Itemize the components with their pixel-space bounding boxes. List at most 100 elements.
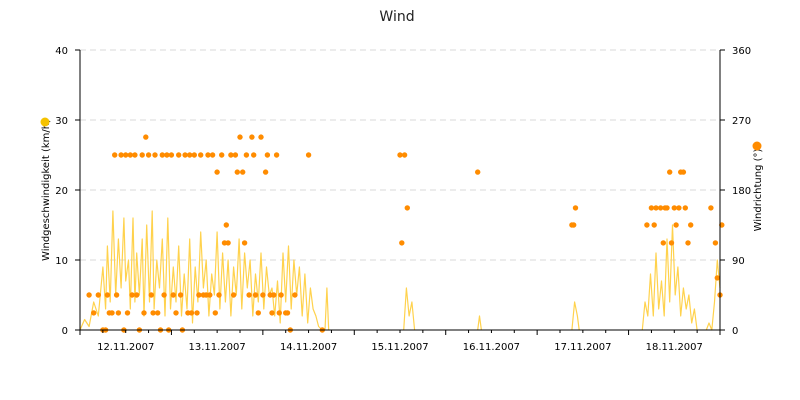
x-tick-label: 13.11.2007 — [189, 342, 246, 353]
direction-point — [141, 310, 147, 316]
direction-point — [397, 152, 403, 158]
left-axis-title: Windgeschwindigkeit (km/h) — [41, 119, 52, 261]
direction-point — [112, 152, 118, 158]
direction-point — [109, 310, 115, 316]
direction-point — [173, 310, 179, 316]
direction-point — [712, 240, 719, 246]
direction-point — [667, 169, 673, 175]
right-tick-label: 180 — [732, 186, 751, 197]
axes: 0 10 20 30 40 0 90 180 270 360 12.11.2007 13.11.200… — [55, 46, 751, 353]
direction-point — [269, 310, 275, 316]
left-tick-label: 40 — [55, 46, 68, 57]
direction-point — [271, 292, 277, 298]
direction-point — [168, 152, 175, 158]
direction-point — [164, 152, 170, 158]
direction-point — [214, 169, 220, 175]
left-tick-label: 10 — [55, 256, 68, 267]
x-tick-label: 18.11.2007 — [646, 342, 703, 353]
direction-point — [161, 292, 167, 298]
direction-point — [657, 205, 664, 211]
right-axis-title: Windrichtung (°) — [753, 149, 764, 232]
direction-point — [145, 152, 152, 158]
direction-point — [264, 152, 271, 158]
direction-point — [196, 292, 202, 298]
direction-point — [216, 292, 222, 298]
speed-series — [79, 210, 721, 331]
direction-point — [685, 240, 691, 246]
direction-point — [207, 292, 213, 298]
direction-series — [86, 134, 725, 333]
direction-point — [651, 222, 657, 228]
direction-point — [671, 205, 677, 211]
direction-point — [205, 152, 211, 158]
direction-point — [91, 310, 97, 316]
direction-point — [305, 152, 312, 158]
right-tick-label: 90 — [732, 256, 745, 267]
direction-point — [688, 222, 694, 228]
left-tick-label: 0 — [62, 326, 68, 337]
direction-point — [237, 134, 243, 140]
grid-lines — [80, 49, 720, 261]
direction-point — [182, 152, 188, 158]
direction-point — [240, 169, 246, 175]
direction-point — [571, 222, 577, 228]
direction-point — [246, 292, 252, 298]
x-tick-label: 17.11.2007 — [554, 342, 611, 353]
direction-point — [86, 292, 92, 298]
x-tick-label: 14.11.2007 — [280, 342, 337, 353]
direction-point — [230, 292, 237, 298]
direction-point — [399, 240, 405, 246]
direction-point — [159, 152, 165, 158]
direction-point — [198, 152, 204, 158]
direction-point — [404, 205, 410, 211]
direction-point — [188, 310, 195, 316]
direction-point — [194, 310, 200, 316]
direction-legend-marker — [752, 141, 762, 151]
right-tick-label: 360 — [732, 46, 751, 57]
direction-point — [648, 205, 655, 211]
left-tick-label: 30 — [55, 116, 68, 127]
direction-point — [401, 152, 408, 158]
direction-point — [572, 205, 579, 211]
right-tick-label: 270 — [732, 116, 751, 127]
direction-point — [682, 205, 688, 211]
direction-point — [644, 222, 650, 228]
direction-point — [276, 310, 282, 316]
x-tick-label: 12.11.2007 — [97, 342, 154, 353]
direction-point — [676, 205, 682, 211]
direction-point — [118, 152, 124, 158]
direction-point — [228, 152, 234, 158]
direction-point — [113, 292, 120, 298]
direction-point — [104, 292, 111, 298]
direction-point — [278, 292, 284, 298]
speed-line-segment — [403, 287, 416, 331]
direction-point — [653, 205, 659, 211]
direction-point — [115, 310, 122, 316]
direction-point — [284, 310, 291, 316]
direction-point — [668, 240, 675, 246]
speed-line-segment — [79, 210, 323, 331]
speed-line-segment — [641, 224, 698, 331]
direction-point — [143, 134, 149, 140]
direction-point — [243, 152, 250, 158]
left-tick-label: 20 — [55, 186, 68, 197]
direction-point — [262, 169, 269, 175]
direction-point — [664, 205, 670, 211]
direction-point — [191, 152, 197, 158]
direction-point — [708, 205, 714, 211]
direction-point — [223, 222, 229, 228]
direction-point — [148, 292, 154, 298]
direction-point — [129, 292, 135, 298]
speed-line-segment — [324, 287, 330, 331]
direction-point — [150, 310, 156, 316]
direction-point — [187, 152, 193, 158]
direction-point — [260, 292, 266, 298]
direction-point — [176, 152, 182, 158]
direction-point — [132, 152, 138, 158]
direction-point — [170, 292, 176, 298]
x-tick-label: 16.11.2007 — [463, 342, 520, 353]
direction-point — [177, 292, 184, 298]
direction-point — [252, 292, 259, 298]
direction-point — [660, 240, 666, 246]
